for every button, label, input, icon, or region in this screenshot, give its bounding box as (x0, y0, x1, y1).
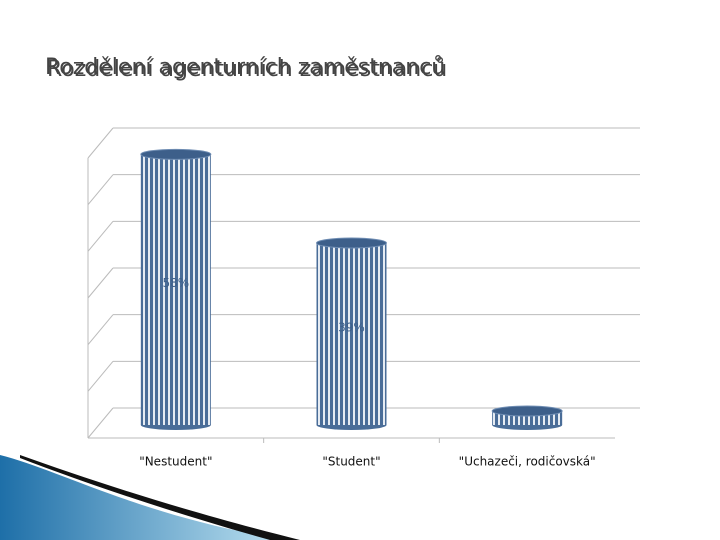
x-tick-label: "Uchazeči, rodičovská" (459, 455, 596, 469)
bar-top (316, 237, 387, 249)
bar (140, 154, 211, 426)
data-label: 39% (338, 321, 365, 335)
grid-line (87, 361, 114, 392)
grid-line (87, 314, 114, 345)
title-shadow: Rozdělení agenturních zaměstnanců (47, 57, 447, 82)
grid-line (87, 221, 114, 252)
data-label: 58% (162, 276, 189, 290)
x-tick-label: "Nestudent" (139, 455, 212, 469)
bar (316, 243, 387, 425)
bar-top (140, 148, 212, 160)
bar-top (491, 405, 563, 417)
grid-line (87, 174, 114, 205)
chart-title: Rozdělení agenturních zaměstnanců (45, 55, 445, 80)
x-tick-label: "Student" (322, 455, 380, 469)
grid-line (87, 407, 114, 439)
grid-line (87, 127, 114, 159)
grid-line (87, 267, 114, 299)
decoration (0, 455, 290, 540)
